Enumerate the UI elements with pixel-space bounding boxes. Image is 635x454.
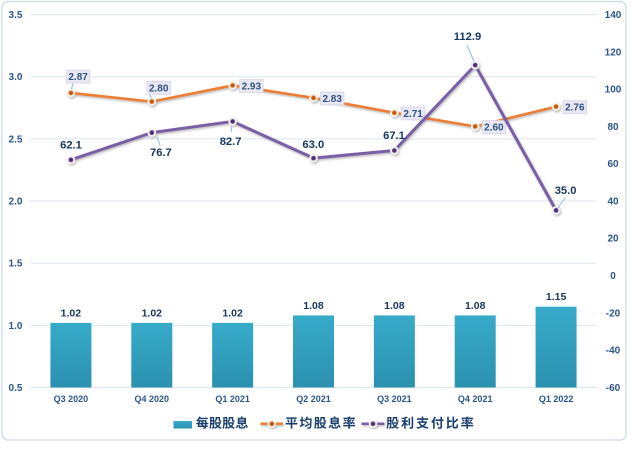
svg-text:76.7: 76.7 bbox=[150, 147, 172, 159]
svg-text:Q1 2022: Q1 2022 bbox=[539, 394, 574, 404]
svg-text:1.02: 1.02 bbox=[222, 307, 243, 319]
svg-text:Q1 2021: Q1 2021 bbox=[215, 394, 250, 404]
svg-text:80: 80 bbox=[607, 122, 619, 133]
svg-text:20: 20 bbox=[607, 234, 619, 245]
svg-text:67.1: 67.1 bbox=[383, 130, 405, 142]
svg-text:1.08: 1.08 bbox=[303, 300, 324, 312]
svg-text:2.76: 2.76 bbox=[565, 103, 585, 114]
svg-text:1.08: 1.08 bbox=[384, 300, 405, 312]
svg-text:0.5: 0.5 bbox=[9, 383, 23, 394]
svg-text:-40: -40 bbox=[606, 346, 621, 357]
svg-text:-60: -60 bbox=[606, 383, 621, 394]
svg-text:2.5: 2.5 bbox=[9, 134, 23, 145]
svg-text:2.60: 2.60 bbox=[484, 123, 504, 134]
svg-text:0: 0 bbox=[610, 271, 616, 282]
svg-text:3.0: 3.0 bbox=[9, 72, 23, 83]
svg-text:2.71: 2.71 bbox=[403, 109, 423, 120]
svg-text:2.83: 2.83 bbox=[322, 94, 342, 105]
svg-text:2.93: 2.93 bbox=[242, 82, 262, 93]
svg-text:2.87: 2.87 bbox=[68, 72, 88, 83]
svg-text:Q4 2020: Q4 2020 bbox=[135, 394, 170, 404]
svg-text:1.08: 1.08 bbox=[465, 300, 486, 312]
svg-text:40: 40 bbox=[607, 196, 619, 207]
svg-text:1.5: 1.5 bbox=[9, 259, 23, 270]
svg-text:62.1: 62.1 bbox=[60, 140, 82, 152]
svg-text:82.7: 82.7 bbox=[220, 136, 242, 148]
svg-text:112.9: 112.9 bbox=[454, 31, 481, 43]
svg-text:120: 120 bbox=[605, 47, 622, 58]
svg-text:140: 140 bbox=[605, 10, 622, 21]
svg-text:60: 60 bbox=[607, 159, 619, 170]
svg-text:-20: -20 bbox=[606, 308, 621, 319]
svg-text:1.02: 1.02 bbox=[142, 307, 163, 319]
svg-text:63.0: 63.0 bbox=[302, 139, 324, 151]
svg-text:1.0: 1.0 bbox=[9, 321, 23, 332]
svg-text:Q2 2021: Q2 2021 bbox=[296, 394, 331, 404]
svg-text:100: 100 bbox=[605, 85, 622, 96]
svg-text:2.0: 2.0 bbox=[9, 197, 23, 208]
svg-text:3.5: 3.5 bbox=[9, 10, 23, 21]
svg-text:1.02: 1.02 bbox=[61, 307, 82, 319]
svg-text:35.0: 35.0 bbox=[555, 185, 577, 197]
svg-text:Q4 2021: Q4 2021 bbox=[458, 394, 493, 404]
svg-text:1.15: 1.15 bbox=[546, 291, 567, 303]
svg-text:Q3 2021: Q3 2021 bbox=[377, 394, 412, 404]
svg-text:Q3 2020: Q3 2020 bbox=[54, 394, 89, 404]
svg-text:2.80: 2.80 bbox=[149, 83, 169, 94]
